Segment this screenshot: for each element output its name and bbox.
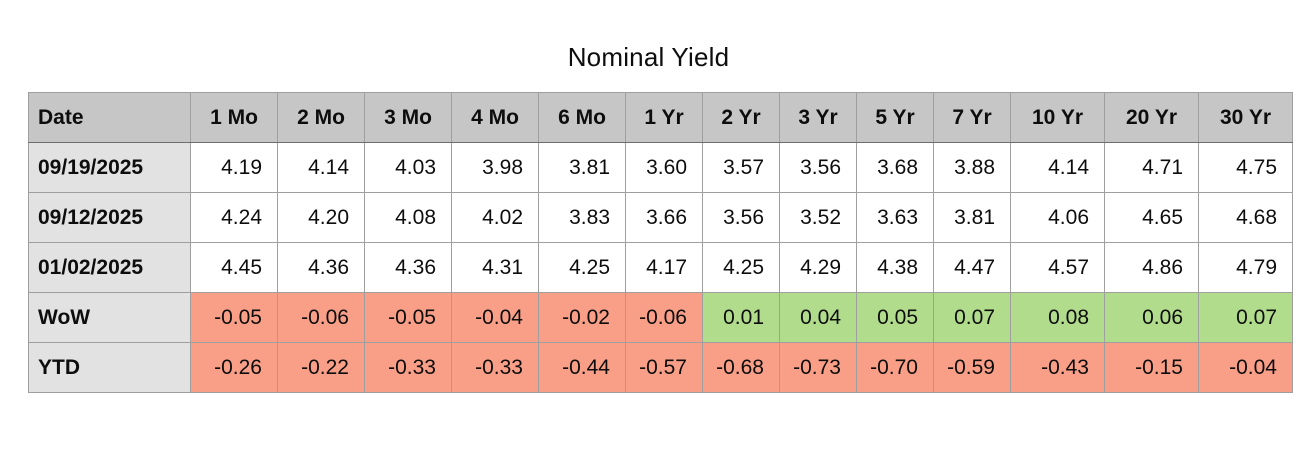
yield-cell: 4.71	[1104, 142, 1199, 193]
column-header-3-yr: 3 Yr	[779, 92, 857, 143]
yield-cell: 4.25	[702, 242, 780, 293]
yield-cell: 4.14	[1010, 142, 1105, 193]
column-header-4-mo: 4 Mo	[451, 92, 539, 143]
change-cell: -0.68	[702, 342, 780, 393]
change-cell: -0.05	[364, 292, 452, 343]
yield-cell: 4.03	[364, 142, 452, 193]
yield-cell: 4.29	[779, 242, 857, 293]
yield-cell: 4.79	[1198, 242, 1293, 293]
yield-cell: 4.47	[933, 242, 1011, 293]
yield-cell: 4.31	[451, 242, 539, 293]
yield-cell: 3.68	[856, 142, 934, 193]
yield-cell: 3.56	[702, 192, 780, 243]
yield-cell: 4.36	[364, 242, 452, 293]
change-cell: -0.73	[779, 342, 857, 393]
change-cell: -0.33	[451, 342, 539, 393]
chart-title: Nominal Yield	[567, 42, 730, 72]
change-cell: 0.01	[702, 292, 780, 343]
column-header-3-mo: 3 Mo	[364, 92, 452, 143]
yield-cell: 3.57	[702, 142, 780, 193]
yield-cell: 4.19	[190, 142, 278, 193]
change-cell: -0.15	[1104, 342, 1199, 393]
column-header-1-yr: 1 Yr	[625, 92, 703, 143]
change-cell: 0.07	[933, 292, 1011, 343]
row-label: 01/02/2025	[28, 242, 191, 293]
yield-cell: 4.24	[190, 192, 278, 243]
change-cell: -0.04	[451, 292, 539, 343]
change-cell: -0.26	[190, 342, 278, 393]
yield-cell: 3.81	[538, 142, 626, 193]
yield-cell: 4.38	[856, 242, 934, 293]
change-cell: -0.59	[933, 342, 1011, 393]
yield-cell: 4.68	[1198, 192, 1293, 243]
yield-cell: 4.25	[538, 242, 626, 293]
change-cell: -0.04	[1198, 342, 1293, 393]
table-row-01-02-2025: 01/02/2025 4.45 4.36 4.36 4.31 4.25 4.17 4.25 4.…	[28, 242, 1293, 293]
change-cell: -0.33	[364, 342, 452, 393]
yield-cell: 4.36	[277, 242, 365, 293]
yield-cell: 4.17	[625, 242, 703, 293]
change-cell: 0.04	[779, 292, 857, 343]
change-cell: -0.05	[190, 292, 278, 343]
column-header-30-yr: 30 Yr	[1198, 92, 1293, 143]
yield-cell: 3.83	[538, 192, 626, 243]
column-header-7-yr: 7 Yr	[933, 92, 1011, 143]
yield-table: Date 1 Mo 2 Mo 3 Mo 4 Mo 6 Mo 1 Yr 2 Yr 3 Yr 5 Yr…	[28, 92, 1293, 393]
yield-cell: 4.65	[1104, 192, 1199, 243]
column-header-2-yr: 2 Yr	[702, 92, 780, 143]
table-row-09-12-2025: 09/12/2025 4.24 4.20 4.08 4.02 3.83 3.66 3.56 3.…	[28, 192, 1293, 243]
column-header-1-mo: 1 Mo	[190, 92, 278, 143]
yield-cell: 3.98	[451, 142, 539, 193]
column-header-5-yr: 5 Yr	[856, 92, 934, 143]
column-header-10-yr: 10 Yr	[1010, 92, 1105, 143]
table-header: Date 1 Mo 2 Mo 3 Mo 4 Mo 6 Mo 1 Yr 2 Yr 3 Yr 5 Yr…	[28, 92, 1293, 143]
change-cell: 0.06	[1104, 292, 1199, 343]
yield-cell: 4.20	[277, 192, 365, 243]
yield-cell: 3.60	[625, 142, 703, 193]
yield-cell: 3.63	[856, 192, 934, 243]
change-cell: 0.08	[1010, 292, 1105, 343]
yield-cell: 4.45	[190, 242, 278, 293]
yield-cell: 3.66	[625, 192, 703, 243]
yield-cell: 3.52	[779, 192, 857, 243]
change-cell: -0.44	[538, 342, 626, 393]
change-cell: -0.43	[1010, 342, 1105, 393]
row-label: 09/12/2025	[28, 192, 191, 243]
row-label: 09/19/2025	[28, 142, 191, 193]
table-row-wow: WoW -0.05 -0.06 -0.05 -0.04 -0.02 -0.06 0.01 0.0…	[28, 292, 1293, 343]
column-header-6-mo: 6 Mo	[538, 92, 626, 143]
change-cell: -0.06	[625, 292, 703, 343]
table-row-09-19-2025: 09/19/2025 4.19 4.14 4.03 3.98 3.81 3.60 3.57 3.…	[28, 142, 1293, 193]
table-row-ytd: YTD -0.26 -0.22 -0.33 -0.33 -0.44 -0.57 -0.68 -0…	[28, 342, 1293, 393]
change-cell: -0.06	[277, 292, 365, 343]
header-row: Date 1 Mo 2 Mo 3 Mo 4 Mo 6 Mo 1 Yr 2 Yr 3 Yr 5 Yr…	[28, 92, 1293, 143]
change-cell: -0.02	[538, 292, 626, 343]
change-cell: -0.22	[277, 342, 365, 393]
row-label: YTD	[28, 342, 191, 393]
change-cell: -0.57	[625, 342, 703, 393]
yield-cell: 4.02	[451, 192, 539, 243]
yield-cell: 4.14	[277, 142, 365, 193]
yield-cell: 4.86	[1104, 242, 1199, 293]
table-body: 09/19/2025 4.19 4.14 4.03 3.98 3.81 3.60 3.57 3.…	[28, 142, 1293, 393]
yield-cell: 4.75	[1198, 142, 1293, 193]
change-cell: 0.05	[856, 292, 934, 343]
yield-cell: 3.88	[933, 142, 1011, 193]
yield-cell: 3.81	[933, 192, 1011, 243]
change-cell: -0.70	[856, 342, 934, 393]
yield-cell: 4.57	[1010, 242, 1105, 293]
column-header-date: Date	[28, 92, 191, 143]
row-label: WoW	[28, 292, 191, 343]
change-cell: 0.07	[1198, 292, 1293, 343]
column-header-20-yr: 20 Yr	[1104, 92, 1199, 143]
column-header-2-mo: 2 Mo	[277, 92, 365, 143]
yield-cell: 3.56	[779, 142, 857, 193]
yield-cell: 4.08	[364, 192, 452, 243]
yield-cell: 4.06	[1010, 192, 1105, 243]
